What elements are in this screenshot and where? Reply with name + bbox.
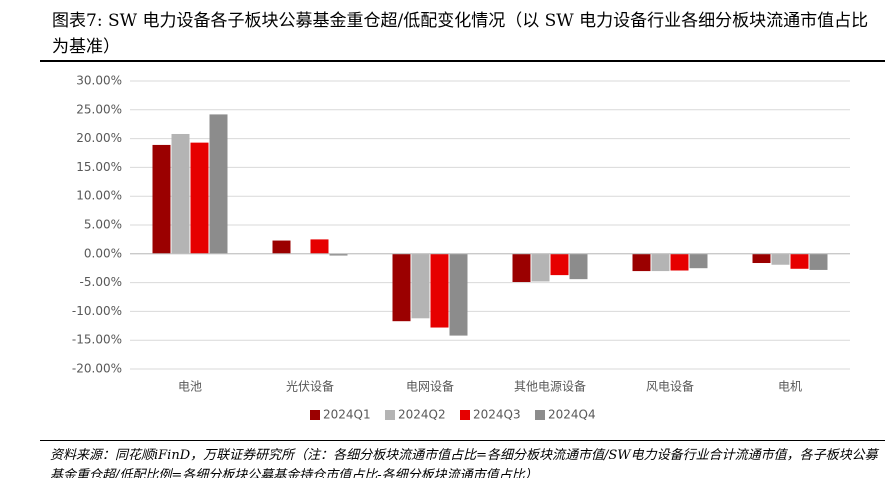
x-tick-label: 风电设备 <box>646 380 694 394</box>
bar <box>171 133 190 254</box>
bar <box>392 253 411 322</box>
bar <box>411 253 430 319</box>
bar <box>310 239 329 254</box>
bar <box>689 253 708 269</box>
legend-label: 2024Q4 <box>548 408 596 422</box>
y-tick-label: 30.00% <box>76 74 122 88</box>
bar <box>670 253 689 271</box>
x-tick-label: 电网设备 <box>406 380 454 394</box>
bar <box>272 240 291 254</box>
legend-label: 2024Q1 <box>323 408 371 422</box>
bar <box>632 253 651 272</box>
bar <box>152 144 171 254</box>
bar <box>190 142 209 254</box>
chart: -20.00% -15.00% -10.00% -5.00% 0.00% 5.00% 10.… <box>72 74 850 422</box>
bar <box>651 253 670 272</box>
bar <box>449 253 468 336</box>
x-tick-label: 光伏设备 <box>286 380 334 394</box>
legend-label: 2024Q3 <box>473 408 521 422</box>
y-tick-label: 0.00% <box>84 246 122 260</box>
bar <box>752 253 771 264</box>
y-tick-label: -5.00% <box>80 275 122 289</box>
y-tick-label: -15.00% <box>72 333 122 347</box>
bar <box>569 253 588 280</box>
y-tick-label: -10.00% <box>72 304 122 318</box>
y-tick-label: -20.00% <box>72 362 122 376</box>
bar <box>430 253 449 328</box>
legend-label: 2024Q2 <box>398 408 446 422</box>
title-rule <box>40 60 885 62</box>
source-rule <box>40 440 885 441</box>
bar <box>771 253 790 265</box>
bar <box>809 253 828 270</box>
legend-swatch <box>385 410 395 420</box>
x-tick-label: 电机 <box>778 380 802 394</box>
y-tick-label: 20.00% <box>76 131 122 145</box>
legend-swatch <box>310 410 320 420</box>
bar <box>790 253 809 269</box>
bar <box>209 114 228 254</box>
y-tick-label: 10.00% <box>76 189 122 203</box>
y-tick-label: 5.00% <box>84 218 122 232</box>
legend-swatch <box>460 410 470 420</box>
x-tick-label: 电池 <box>178 380 202 394</box>
bar <box>550 253 569 276</box>
bar <box>329 253 348 256</box>
bar <box>531 253 550 282</box>
legend-swatch <box>535 410 545 420</box>
source-note: 资料来源：同花顺iFinD，万联证券研究所（注：各细分板块流通市值占比=各细分板… <box>50 448 878 478</box>
bar <box>512 253 531 283</box>
y-tick-label: 15.00% <box>76 160 122 174</box>
y-tick-label: 25.00% <box>76 102 122 116</box>
x-tick-label: 其他电源设备 <box>514 380 586 394</box>
chart-title: 图表7: SW 电力设备各子板块公募基金重仓超/低配变化情况（以 SW 电力设备… <box>52 11 869 57</box>
